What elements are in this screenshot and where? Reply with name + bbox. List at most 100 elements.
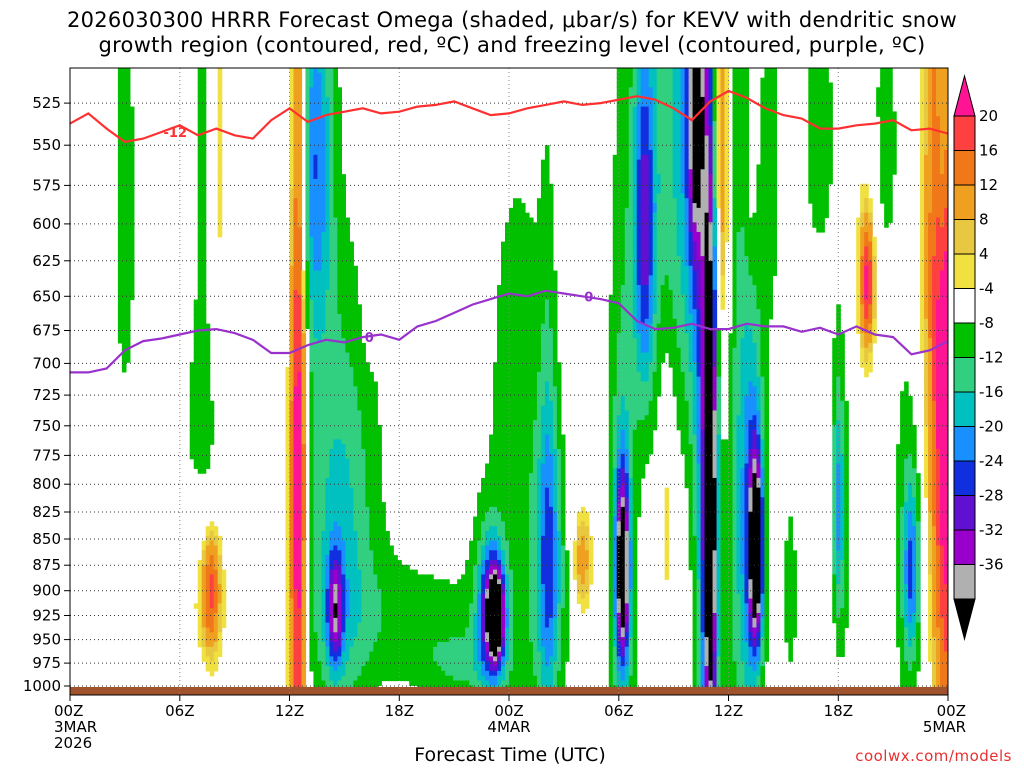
- omega-cell: [289, 506, 295, 513]
- omega-cell: [896, 569, 901, 576]
- omega-cell: [536, 212, 554, 219]
- omega-cell: [928, 149, 933, 156]
- omega-cell: [632, 106, 638, 112]
- omega-cell: [700, 449, 706, 455]
- omega-cell: [880, 130, 897, 137]
- omega-cell: [305, 227, 311, 233]
- omega-cell: [704, 96, 710, 103]
- omega-cell: [736, 342, 742, 349]
- omega-cell: [289, 526, 295, 532]
- omega-cell: [708, 169, 714, 175]
- omega-cell: [748, 477, 754, 484]
- omega-cell: [764, 424, 770, 431]
- omega-cell: [940, 468, 948, 474]
- omega-cell: [760, 526, 766, 532]
- omega-cell: [704, 246, 710, 252]
- omega-cell: [840, 516, 845, 522]
- omega-cell: [708, 72, 714, 79]
- omega-cell: [704, 121, 710, 127]
- omega-cell: [628, 424, 638, 431]
- omega-cell: [932, 188, 948, 194]
- omega-cell: [688, 207, 694, 214]
- omega-cell: [325, 492, 354, 498]
- omega-cell: [704, 405, 714, 412]
- omega-cell: [536, 386, 546, 392]
- omega-cell: [924, 135, 929, 141]
- omega-cell: [884, 217, 893, 223]
- omega-cell: [325, 521, 334, 527]
- omega-cell: [716, 140, 722, 146]
- omega-cell: [872, 328, 877, 334]
- omega-cell: [884, 222, 889, 228]
- omega-cell: [896, 521, 901, 527]
- omega-cell: [548, 395, 558, 402]
- omega-cell: [808, 193, 829, 199]
- omega-cell: [552, 415, 558, 421]
- omega-cell: [580, 521, 586, 527]
- omega-cell: [540, 444, 546, 450]
- omega-cell: [764, 381, 770, 387]
- omega-cell: [652, 270, 658, 276]
- omega-cell: [836, 487, 841, 494]
- omega-cell: [720, 304, 726, 310]
- omega-cell: [924, 285, 929, 291]
- omega-cell: [916, 584, 921, 590]
- omega-cell: [333, 579, 338, 585]
- omega-cell: [309, 159, 315, 166]
- omega-cell: [317, 169, 327, 175]
- omega-cell: [632, 116, 638, 122]
- omega-cell: [856, 280, 861, 286]
- omega-cell: [924, 217, 929, 223]
- omega-cell: [217, 77, 223, 84]
- omega-cell: [329, 458, 350, 465]
- omega-cell: [684, 125, 690, 132]
- omega-cell: [552, 550, 558, 556]
- omega-cell: [540, 453, 546, 460]
- omega-cell: [868, 256, 873, 262]
- omega-cell: [620, 323, 634, 330]
- omega-cell: [860, 246, 865, 252]
- omega-cell: [313, 251, 323, 257]
- omega-cell: [301, 535, 307, 542]
- omega-cell: [916, 559, 921, 566]
- omega-cell: [309, 482, 315, 489]
- omega-cell: [928, 275, 933, 281]
- omega-cell: [700, 246, 706, 252]
- omega-cell: [692, 453, 698, 460]
- omega-cell: [732, 569, 738, 576]
- omega-cell: [864, 251, 869, 257]
- omega-cell: [936, 87, 948, 93]
- omega-cell: [373, 555, 398, 561]
- omega-cell: [704, 280, 714, 286]
- omega-cell: [688, 246, 694, 252]
- omega-cell: [485, 588, 490, 595]
- omega-cell: [676, 227, 686, 233]
- omega-cell: [728, 362, 734, 368]
- omega-cell: [632, 125, 638, 132]
- omega-cell: [477, 545, 482, 551]
- omega-cell: [632, 145, 638, 151]
- omega-cell: [860, 270, 865, 276]
- omega-cell: [936, 468, 941, 474]
- omega-cell: [936, 458, 941, 465]
- omega-cell: [337, 265, 358, 272]
- omega-cell: [920, 328, 925, 334]
- omega-cell: [648, 362, 658, 368]
- omega-cell: [628, 439, 634, 445]
- omega-cell: [301, 275, 307, 281]
- omega-cell: [532, 453, 542, 460]
- omega-cell: [501, 256, 554, 262]
- omega-cell: [556, 458, 562, 465]
- omega-cell: [716, 569, 722, 576]
- omega-cell: [556, 410, 562, 416]
- omega-cell: [872, 285, 877, 291]
- omega-cell: [684, 299, 690, 305]
- omega-cell: [712, 82, 718, 88]
- omega-cell: [696, 313, 702, 320]
- omega-cell: [688, 526, 694, 532]
- omega-cell: [860, 299, 865, 305]
- omega-cell: [744, 506, 750, 513]
- omega-cell: [928, 449, 933, 455]
- omega-cell: [764, 559, 770, 566]
- omega-cell: [908, 487, 913, 494]
